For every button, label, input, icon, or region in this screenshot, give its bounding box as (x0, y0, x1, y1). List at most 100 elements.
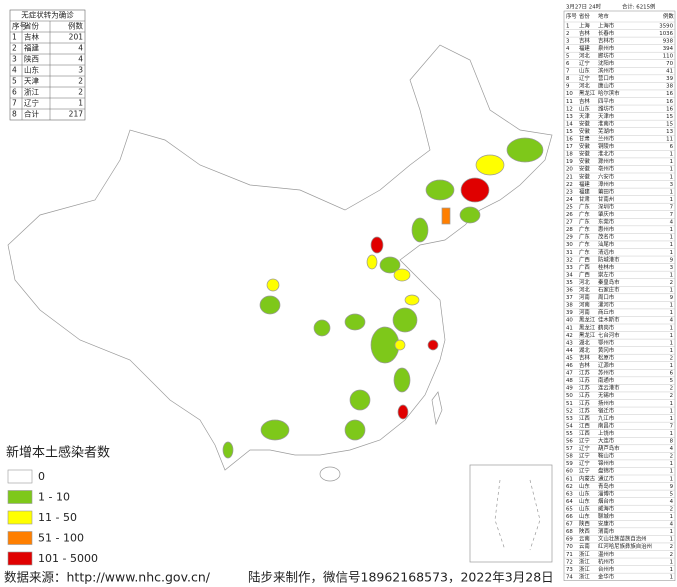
cell: 广东 (579, 240, 590, 248)
cell: 惠州市 (598, 225, 615, 233)
hainan (319, 466, 341, 482)
cell: 淮北市 (598, 150, 615, 158)
cell: 4 (566, 46, 570, 52)
cell: 青岛市 (598, 482, 615, 490)
table-time: 3月27日 24时 (566, 3, 602, 11)
table-box (563, 10, 676, 581)
cell: 江西 (579, 422, 590, 429)
cell: 1 (670, 537, 673, 543)
cell: 无锡市 (598, 391, 615, 399)
cell: 11 (666, 137, 673, 143)
cell: 10 (566, 91, 573, 97)
cell: 29 (566, 235, 573, 241)
cell: 21 (566, 174, 573, 180)
cell: 广西 (579, 263, 590, 271)
cell: 芜湖市 (598, 127, 615, 135)
cell: 40 (566, 318, 573, 324)
legend-swatch (7, 490, 33, 504)
cell: 茂名市 (598, 233, 615, 241)
cell: 黑龙江 (579, 331, 596, 339)
cell: 72 (566, 559, 573, 565)
table-total: 合计: 6215例 (622, 3, 655, 11)
legend-label: 101 - 5000 (38, 552, 98, 565)
cell: 淄博市 (598, 489, 615, 497)
cell: 辽宁 (579, 59, 590, 67)
cell: 1 (670, 174, 673, 180)
cell: 桂林市 (598, 263, 615, 271)
cell: 上饶市 (598, 429, 615, 437)
cell: 39 (666, 76, 673, 82)
cell: 38 (566, 303, 573, 309)
cell: 亳州市 (598, 165, 615, 173)
cell: 吉林 (579, 361, 590, 369)
cell: 39 (566, 310, 573, 316)
cell: 2 (566, 31, 569, 37)
cell: 37 (566, 295, 573, 301)
cell: 16 (666, 91, 673, 97)
cell: 安徽 (579, 119, 590, 127)
cell: 吉林 (579, 29, 590, 37)
cell: 福建 (579, 180, 590, 188)
cell: 哈尔滨市 (598, 89, 620, 97)
cell: 24 (566, 197, 573, 203)
cell: 通辽市 (598, 474, 615, 482)
cell: 1 (670, 189, 673, 195)
cell: 苏州市 (598, 369, 615, 377)
cell: 110 (663, 53, 674, 59)
cell: 鄂州市 (598, 338, 615, 346)
cell: 51 (566, 401, 573, 407)
cell: 1 (670, 529, 673, 535)
cell: 大连市 (598, 437, 615, 445)
cell: 15 (566, 129, 573, 135)
cell: 49 (566, 386, 573, 392)
cell: 广东 (579, 233, 590, 241)
table-title: 无症状转为确诊 (21, 10, 74, 20)
cell: 56 (566, 439, 573, 445)
cell: 41 (666, 69, 673, 75)
cell: 25 (566, 204, 573, 210)
cell: 1 (670, 310, 673, 316)
cell: 吉林 (24, 32, 39, 42)
cell: 泉州市 (598, 44, 615, 52)
cell: 65 (566, 506, 573, 512)
cell: 九江市 (598, 414, 615, 422)
cell: 安徽 (579, 165, 590, 173)
cell: 7 (670, 204, 673, 210)
cell: 42 (566, 333, 573, 339)
cell: 南通市 (598, 376, 615, 384)
cell: 36 (566, 288, 573, 294)
legend-title: 新增本土感染者数 (6, 445, 110, 461)
cell: 45 (566, 355, 573, 361)
cell: 54 (566, 423, 573, 429)
cell: 例数 (68, 21, 83, 31)
cell: 1 (670, 416, 673, 422)
cell: 1 (670, 431, 673, 437)
cell: 2 (12, 44, 17, 53)
cell: 31 (566, 250, 573, 256)
legend-label: 51 - 100 (38, 532, 84, 545)
cell: 浙江 (579, 557, 590, 565)
cell: 1 (670, 250, 673, 256)
south-sea-inset (469, 464, 553, 563)
cell: 山东 (24, 65, 39, 75)
cell: 28 (566, 227, 573, 233)
cell: 石家庄市 (598, 286, 620, 294)
cell: 1 (670, 348, 673, 354)
cell: 山东 (579, 512, 590, 520)
cell: 崇左市 (598, 270, 615, 278)
cell: 聊城市 (598, 512, 615, 520)
cell: 安徽 (579, 142, 590, 150)
cell: 辽宁 (579, 437, 590, 445)
cell: 9 (670, 295, 674, 301)
cell: 周口市 (598, 293, 615, 301)
cell: 64 (566, 499, 573, 505)
cell: 漯河市 (598, 301, 615, 309)
cell: 汕尾市 (598, 240, 615, 248)
cell: 3 (670, 265, 673, 271)
cell: 广西 (579, 255, 590, 263)
cell: 秦皇岛市 (598, 278, 620, 286)
cell: 四平市 (598, 97, 615, 105)
cell: 394 (663, 46, 674, 52)
cell: 22 (566, 182, 573, 188)
